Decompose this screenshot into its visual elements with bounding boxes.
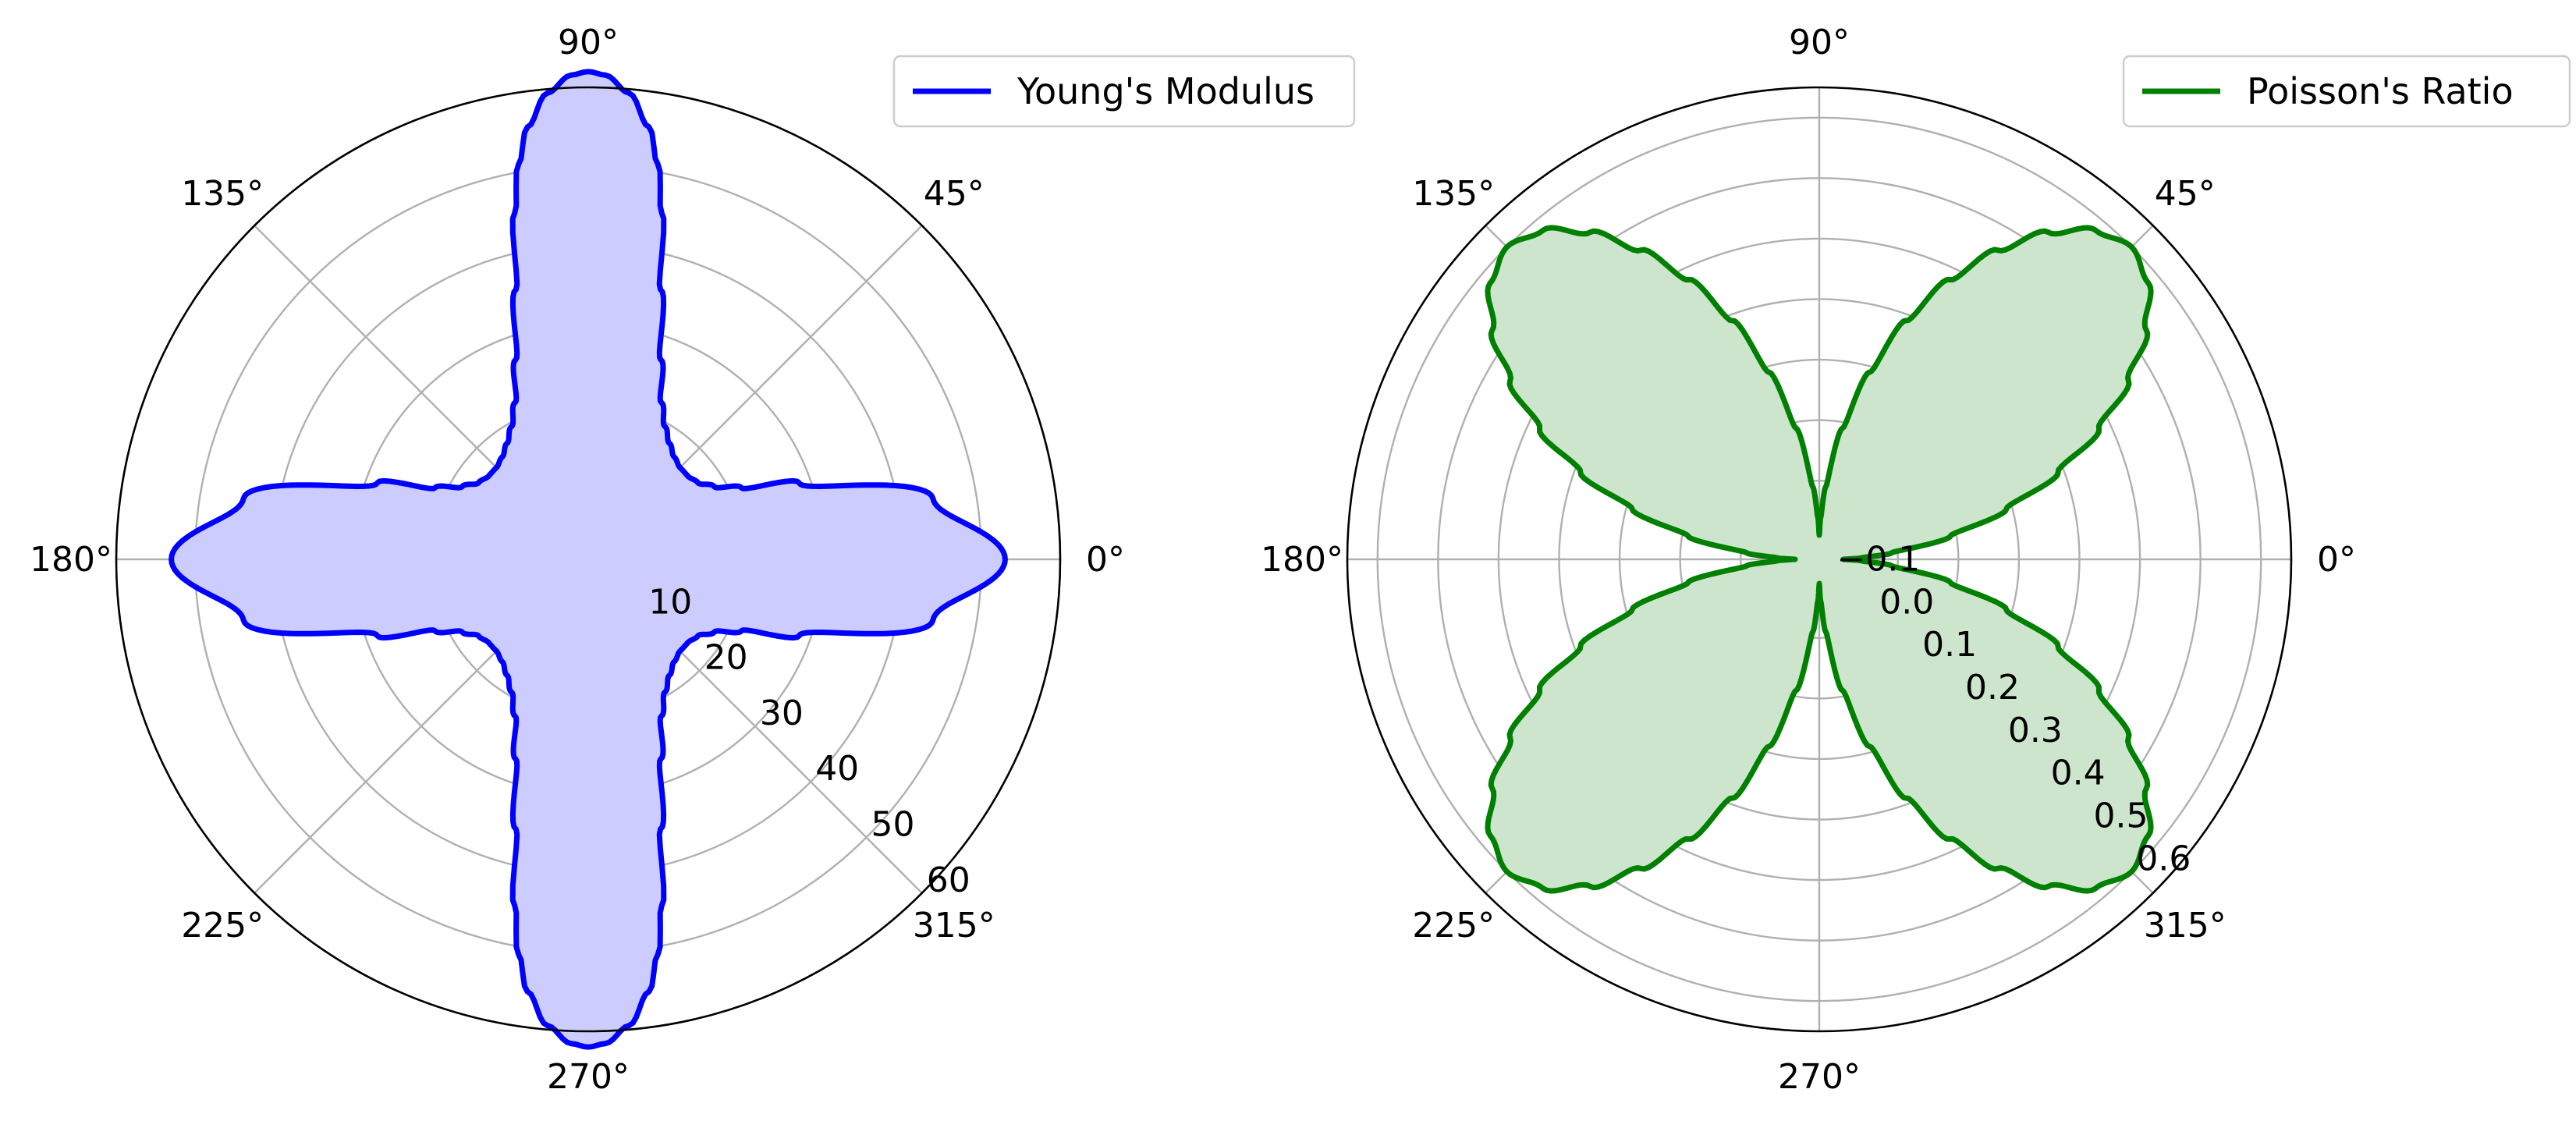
theta-tick-label: 180°	[1261, 540, 1343, 580]
theta-tick-label: 135°	[181, 174, 264, 214]
legend-frame	[892, 55, 1356, 128]
theta-tick-label: 0°	[1086, 540, 1125, 580]
series-line	[1485, 225, 2154, 894]
theta-tick-label: 90°	[1789, 23, 1850, 62]
radial-tick-label: 30	[760, 694, 804, 733]
polar-frame	[115, 86, 1062, 1033]
radial-tick-label: 40	[815, 749, 859, 789]
poissons-ratio-polar-plot: 0°45°90°135°180°225°270°315°−0.10.00.10.…	[1261, 23, 2571, 1097]
radial-tick-label: 10	[648, 582, 692, 622]
theta-tick-label: 225°	[181, 906, 264, 945]
youngs-modulus-polar-plot: 0° 45° 90° 135° 180° 225° 270° 315° 10 20 30 40 50 60…	[30, 23, 1356, 1097]
series-area	[171, 71, 1006, 1048]
theta-tick-label: 315°	[913, 906, 995, 945]
theta-tick-label: 180°	[30, 540, 112, 580]
radial-tick-label: 0.3	[2008, 711, 2063, 750]
legend: Poisson's Ratio	[2122, 55, 2571, 128]
theta-tick-label: 270°	[1778, 1057, 1861, 1097]
radial-tick-label: 0.0	[1879, 582, 1934, 622]
radial-tick-label: 0.5	[2094, 796, 2148, 836]
legend-label: Young's Modulus	[1017, 70, 1315, 112]
theta-tick-label: 90°	[558, 23, 619, 62]
theta-tick-label: 315°	[2144, 906, 2227, 945]
radial-tick-label: 20	[704, 638, 748, 678]
series-area	[1487, 227, 2152, 892]
polar-frame	[1346, 86, 2293, 1033]
theta-tick-label: 45°	[2155, 174, 2216, 214]
radial-tick-label: 50	[871, 804, 914, 844]
legend: Young's Modulus	[892, 55, 1356, 128]
radial-tick-label: 0.1	[1922, 625, 1977, 665]
theta-tick-label: 225°	[1412, 906, 1495, 945]
radial-tick-label: 0.4	[2051, 754, 2106, 793]
theta-tick-label: 270°	[547, 1057, 630, 1097]
legend-label: Poisson's Ratio	[2247, 70, 2514, 112]
radial-tick-label: 0.2	[1965, 668, 2020, 708]
theta-tick-label: 135°	[1412, 174, 1495, 214]
radial-tick-label: 60	[927, 860, 970, 900]
theta-tick-label: 0°	[2317, 540, 2356, 580]
radial-tick-label: 0.6	[2136, 839, 2191, 878]
legend-frame	[2122, 55, 2571, 128]
series-line	[169, 69, 1008, 1050]
radial-tick-label: −0.1	[1836, 539, 1920, 579]
theta-tick-label: 45°	[924, 174, 985, 214]
